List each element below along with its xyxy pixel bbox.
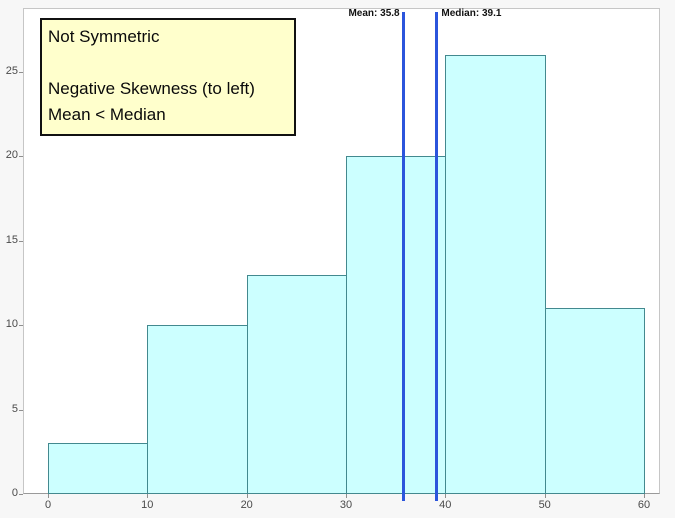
- annotation-box[interactable]: Not Symmetric Negative Skewness (to left…: [40, 18, 296, 136]
- histogram-bar[interactable]: [48, 443, 149, 494]
- y-tick-label: 20: [5, 149, 18, 162]
- histogram-bar[interactable]: [346, 156, 447, 494]
- mean-reference-line: [402, 12, 406, 501]
- x-tick-mark: [246, 494, 248, 498]
- x-tick-label: 40: [439, 499, 452, 511]
- x-tick-label: 30: [339, 499, 353, 511]
- y-tick-label: 5: [11, 402, 18, 415]
- x-tick-mark: [147, 494, 149, 498]
- y-tick-mark: [19, 71, 23, 73]
- x-tick-mark: [445, 494, 447, 498]
- y-tick-mark: [19, 325, 23, 327]
- x-tick-label: 10: [141, 499, 154, 511]
- y-tick-mark: [19, 156, 23, 158]
- y-tick-mark: [19, 409, 23, 411]
- x-tick-label: 50: [538, 499, 551, 511]
- y-tick-label: 25: [5, 64, 18, 77]
- y-tick-mark: [19, 240, 23, 242]
- annotation-line-4: Mean < Median: [48, 105, 166, 124]
- x-tick-label: 60: [637, 499, 651, 511]
- annotation-line-1: Not Symmetric: [48, 27, 160, 46]
- annotation-line-3: Negative Skewness (to left): [48, 79, 255, 98]
- x-tick-mark: [644, 494, 645, 498]
- y-tick-label: 15: [5, 233, 18, 246]
- annotation-line-2: [48, 50, 286, 76]
- y-tick-label: 0: [11, 487, 18, 499]
- y-tick-mark: [19, 494, 23, 495]
- histogram-bar[interactable]: [544, 308, 645, 494]
- x-tick-mark: [544, 494, 546, 498]
- x-tick-mark: [346, 494, 347, 498]
- histogram-bar[interactable]: [147, 325, 248, 494]
- y-tick-label: 10: [5, 318, 18, 331]
- median-label: Median: 39.1: [441, 8, 502, 19]
- mean-label: Mean: 35.8: [348, 8, 400, 19]
- x-tick-label: 0: [44, 499, 52, 511]
- histogram-bar[interactable]: [445, 55, 546, 494]
- x-tick-label: 20: [240, 499, 253, 511]
- histogram-bar[interactable]: [246, 274, 347, 494]
- x-tick-mark: [48, 494, 49, 498]
- median-reference-line: [434, 12, 438, 501]
